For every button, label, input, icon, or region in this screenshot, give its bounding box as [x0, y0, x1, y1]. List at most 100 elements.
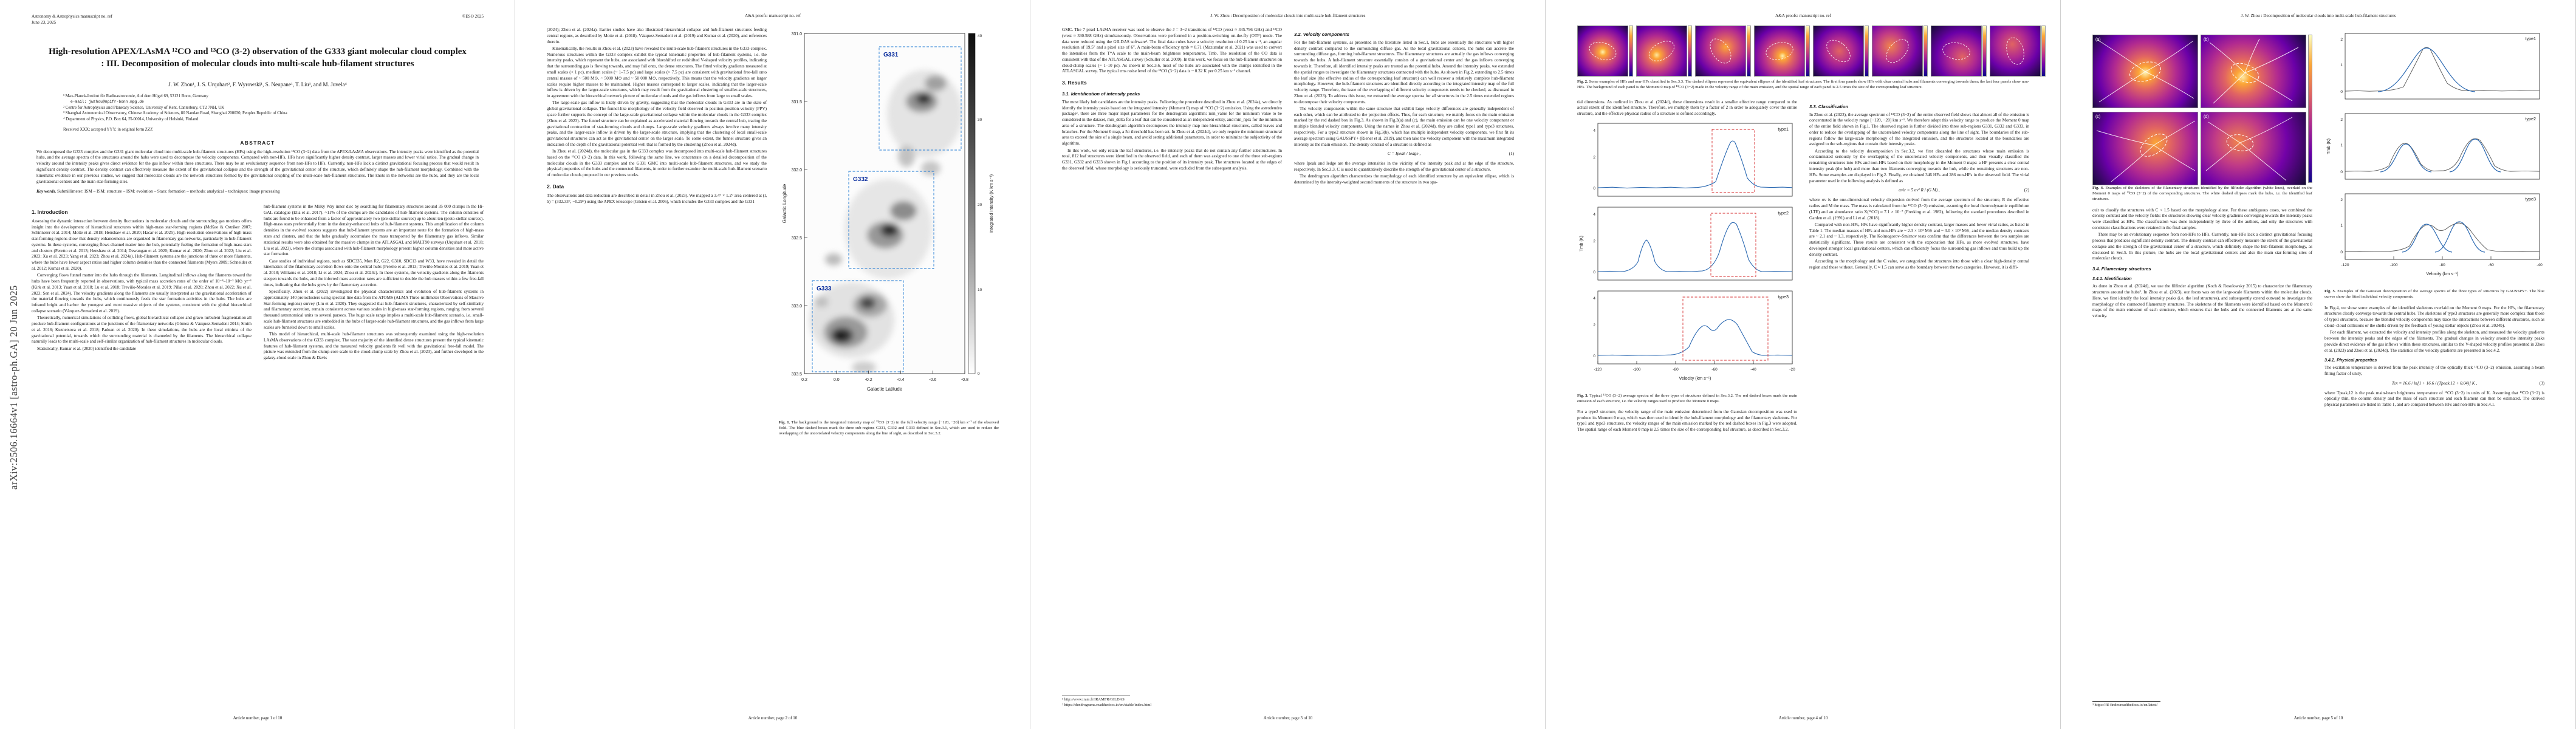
y-axis-label: Tmb (K) — [1578, 236, 1584, 252]
x-tick: 0.0 — [834, 378, 840, 382]
y-tick: 4 — [1593, 296, 1595, 301]
x-tick: -0.8 — [961, 378, 968, 382]
figure-1-caption: Fig. 1. The background is the integrated… — [779, 420, 999, 436]
y-tick: 2 — [1593, 239, 1595, 244]
text-block: GMC. The 7 pixel LAsMA receiver was used… — [1062, 27, 1282, 74]
text-block: For a type2 structure, the velocity rang… — [1577, 409, 1797, 433]
text-block: As done in Zhou et al. (2024d), we use t… — [2092, 284, 2312, 319]
abstract-heading: ABSTRACT — [240, 139, 275, 146]
panel-label: type1 — [2525, 36, 2536, 41]
panel-colorbar — [1806, 26, 1810, 77]
fitted-component — [2380, 143, 2432, 173]
y-tick: 0 — [1593, 354, 1595, 358]
text-block: The dendrogram algorithm characterizes t… — [1294, 174, 1514, 185]
column-left: (2024); Zhou et al. (2024a). Earlier stu… — [547, 27, 767, 682]
text-block: where σv is the one-dimensional velocity… — [1809, 197, 2029, 221]
text-block: (1) C = Ipeak / Iedge , — [1387, 151, 1514, 157]
panel-label: type2 — [1778, 210, 1789, 216]
page-footer: Article number, page 5 of 10 — [2293, 716, 2343, 720]
text-block: 3.3. Classification — [1809, 103, 1849, 109]
hub-ellipse — [2129, 61, 2161, 82]
y-tick: 0 — [2340, 170, 2343, 174]
subregion-boxes — [812, 46, 962, 372]
footnotes-block: ¹ http://www.iram.fr/IRAMFR/GILDAS ² http… — [1062, 696, 1282, 708]
footnote-link[interactable]: ² https://dendrograms.readthedocs.io/en/… — [1062, 703, 1152, 708]
hub-ellipse — [2226, 134, 2254, 151]
text-block: There may be an evolutionary sequence fr… — [2092, 232, 2312, 261]
x-tick: -80 — [2439, 263, 2445, 267]
y-tick: 2 — [2340, 38, 2343, 42]
received-accepted-line: Received XXX; accepted YYY; in original … — [63, 127, 153, 132]
spectrum-type3 — [1597, 319, 1793, 356]
text-block: This model of hierarchical, multi-scale … — [264, 331, 484, 361]
x-axis-label: Galactic Latitude — [867, 386, 902, 392]
x-tick: -40 — [2537, 263, 2543, 267]
text-block: 3.4. Filamentary structures — [2092, 266, 2151, 272]
y-tick: 2 — [1593, 156, 1595, 160]
panel-colorbar — [1923, 26, 1928, 77]
panel-label: (a) — [2095, 38, 2101, 42]
y-tick: 333.5 — [791, 372, 802, 377]
x-tick: -60 — [2488, 263, 2494, 267]
text-block: 3. Results — [1062, 80, 1087, 86]
text-block: 3.4.2. Physical properties — [2324, 357, 2377, 363]
column-left: GMC. The 7 pixel LAsMA receiver was used… — [1062, 27, 1282, 682]
cbar-tick: 20 — [978, 203, 982, 207]
page-5: J. W. Zhou : Decomposition of molecular … — [2061, 0, 2576, 729]
text-block: The most likely hub candidates are the i… — [1062, 99, 1282, 146]
text-block: 3.2. Velocity components — [1294, 32, 1349, 37]
nonhf-example-panel — [1872, 26, 1928, 77]
figure-1-galactic-map: G331 G332 G333 0.2 0.0 -0.2 -0.4 — [782, 32, 994, 392]
text-block: Specifically, Zhou et al. (2022) investi… — [264, 289, 484, 330]
keywords-label: Key words. — [36, 189, 57, 194]
observed-spectrum — [2345, 47, 2540, 92]
x-tick: -100 — [2389, 263, 2397, 267]
y-tick: 0 — [1593, 187, 1595, 191]
hf-example-panel — [1754, 26, 1810, 77]
map-panel: (b) — [2201, 35, 2306, 108]
colorbar — [968, 33, 976, 374]
text-block: In Zhou et al. (2023), the average spect… — [1809, 112, 2029, 147]
y-tick: 0 — [2340, 250, 2343, 255]
cbar-tick: 40 — [978, 34, 982, 38]
affiliation-line: ² Centre for Astrophysics and Planetary … — [63, 105, 225, 110]
leaf-ellipse — [1941, 40, 1971, 62]
cbar-tick: 0 — [978, 372, 980, 376]
cbar-label: Integrated Intensity (K km s⁻¹) — [988, 174, 994, 233]
text-block: where Tpeak,12 is the peak main-beam bri… — [2324, 390, 2544, 408]
observed-spectrum — [2345, 138, 2540, 172]
map-panel: (a) — [2092, 35, 2198, 108]
x-axis-label: Velocity (km s⁻¹) — [1679, 375, 1711, 381]
filament-skeleton — [2097, 39, 2194, 103]
cbar-tick: 10 — [978, 288, 982, 292]
hf-example-panel — [1695, 26, 1751, 77]
panel-label: (d) — [2204, 115, 2209, 119]
footnote-link[interactable]: ³ https://fil-finder.readthedocs.io/en/l… — [2092, 703, 2158, 708]
text-block: hub-filament systems in the Milky Way in… — [264, 204, 484, 257]
text-block: In this work, we only retain the leaf st… — [1062, 148, 1282, 171]
text-block: (2024); Zhou et al. (2024a). Earlier stu… — [547, 27, 767, 44]
affiliation-line[interactable]: e-mail: jwzhou@mpifr-bonn.mpg.de — [70, 99, 144, 104]
affiliation-line: ³ Shanghai Astronomical Observatory, Chi… — [63, 111, 287, 116]
footnote-link[interactable]: ¹ http://www.iram.fr/IRAMFR/GILDAS — [1062, 697, 1125, 702]
y-tick: 331.0 — [791, 32, 802, 36]
column-right: 3.3. Classification In Zhou et al. (2023)… — [1809, 100, 2029, 635]
hub-ellipse — [2230, 63, 2259, 83]
text-block: Kinematically, the results in Zhou et al… — [547, 46, 767, 99]
x-tick: -40 — [1750, 368, 1756, 372]
x-tick: -0.4 — [897, 378, 904, 382]
figure-4-skeleton-panels: (a) (b) (c) — [2092, 35, 2312, 185]
spectrum-type1 — [1597, 140, 1793, 189]
nonhf-example-panel — [1990, 26, 2046, 77]
column-right: hub-filament systems in the Milky Way in… — [264, 204, 484, 629]
x-tick: 0.2 — [801, 378, 807, 382]
text-block: Case studies of individual regions, such… — [264, 258, 484, 287]
column-left: tial dimensions. As outlined in Zhou et … — [1577, 100, 1797, 635]
fitted-component — [2449, 139, 2501, 173]
region-label-g333: G333 — [817, 286, 832, 292]
y-tick: 1 — [2340, 224, 2343, 228]
y-tick: 0 — [2340, 90, 2343, 94]
authors-line: J. W. Zhou¹, J. S. Urquhart², F. Wyrowsk… — [168, 81, 347, 88]
date-line: June 23, 2025 — [32, 20, 57, 26]
manuscript-header: Astronomy & Astrophysics manuscript no. … — [32, 0, 484, 26]
